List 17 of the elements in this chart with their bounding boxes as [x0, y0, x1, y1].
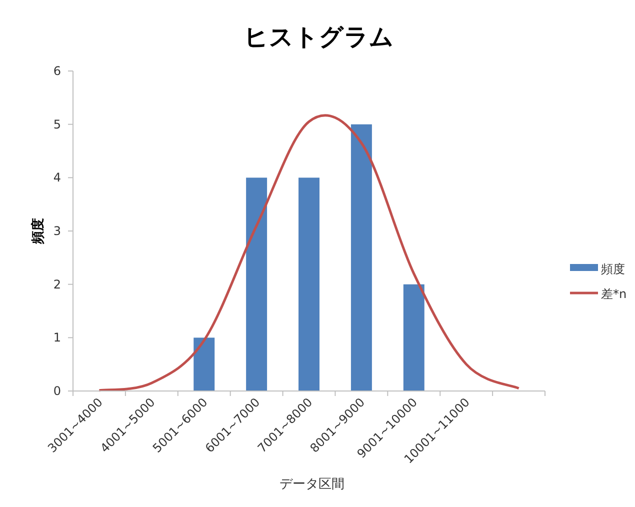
x-axis-title: データ区間	[280, 477, 344, 492]
bar	[246, 178, 268, 391]
bar	[298, 178, 320, 391]
y-tick-label: 6	[53, 64, 61, 78]
bar	[194, 338, 215, 391]
legend-label: 頻度	[601, 262, 625, 276]
y-tick-label: 1	[53, 330, 61, 345]
y-tick-label: 0	[53, 384, 61, 398]
y-tick-label: 3	[53, 224, 61, 238]
y-tick-label: 2	[53, 277, 61, 292]
legend-label: 差*n	[601, 287, 627, 301]
chart-title: ヒストグラム	[244, 23, 394, 51]
bar	[403, 284, 424, 391]
y-tick-label: 5	[53, 117, 61, 132]
y-tick-label: 4	[53, 170, 61, 185]
bar	[350, 124, 372, 391]
y-axis-title: 頻度	[30, 218, 46, 245]
